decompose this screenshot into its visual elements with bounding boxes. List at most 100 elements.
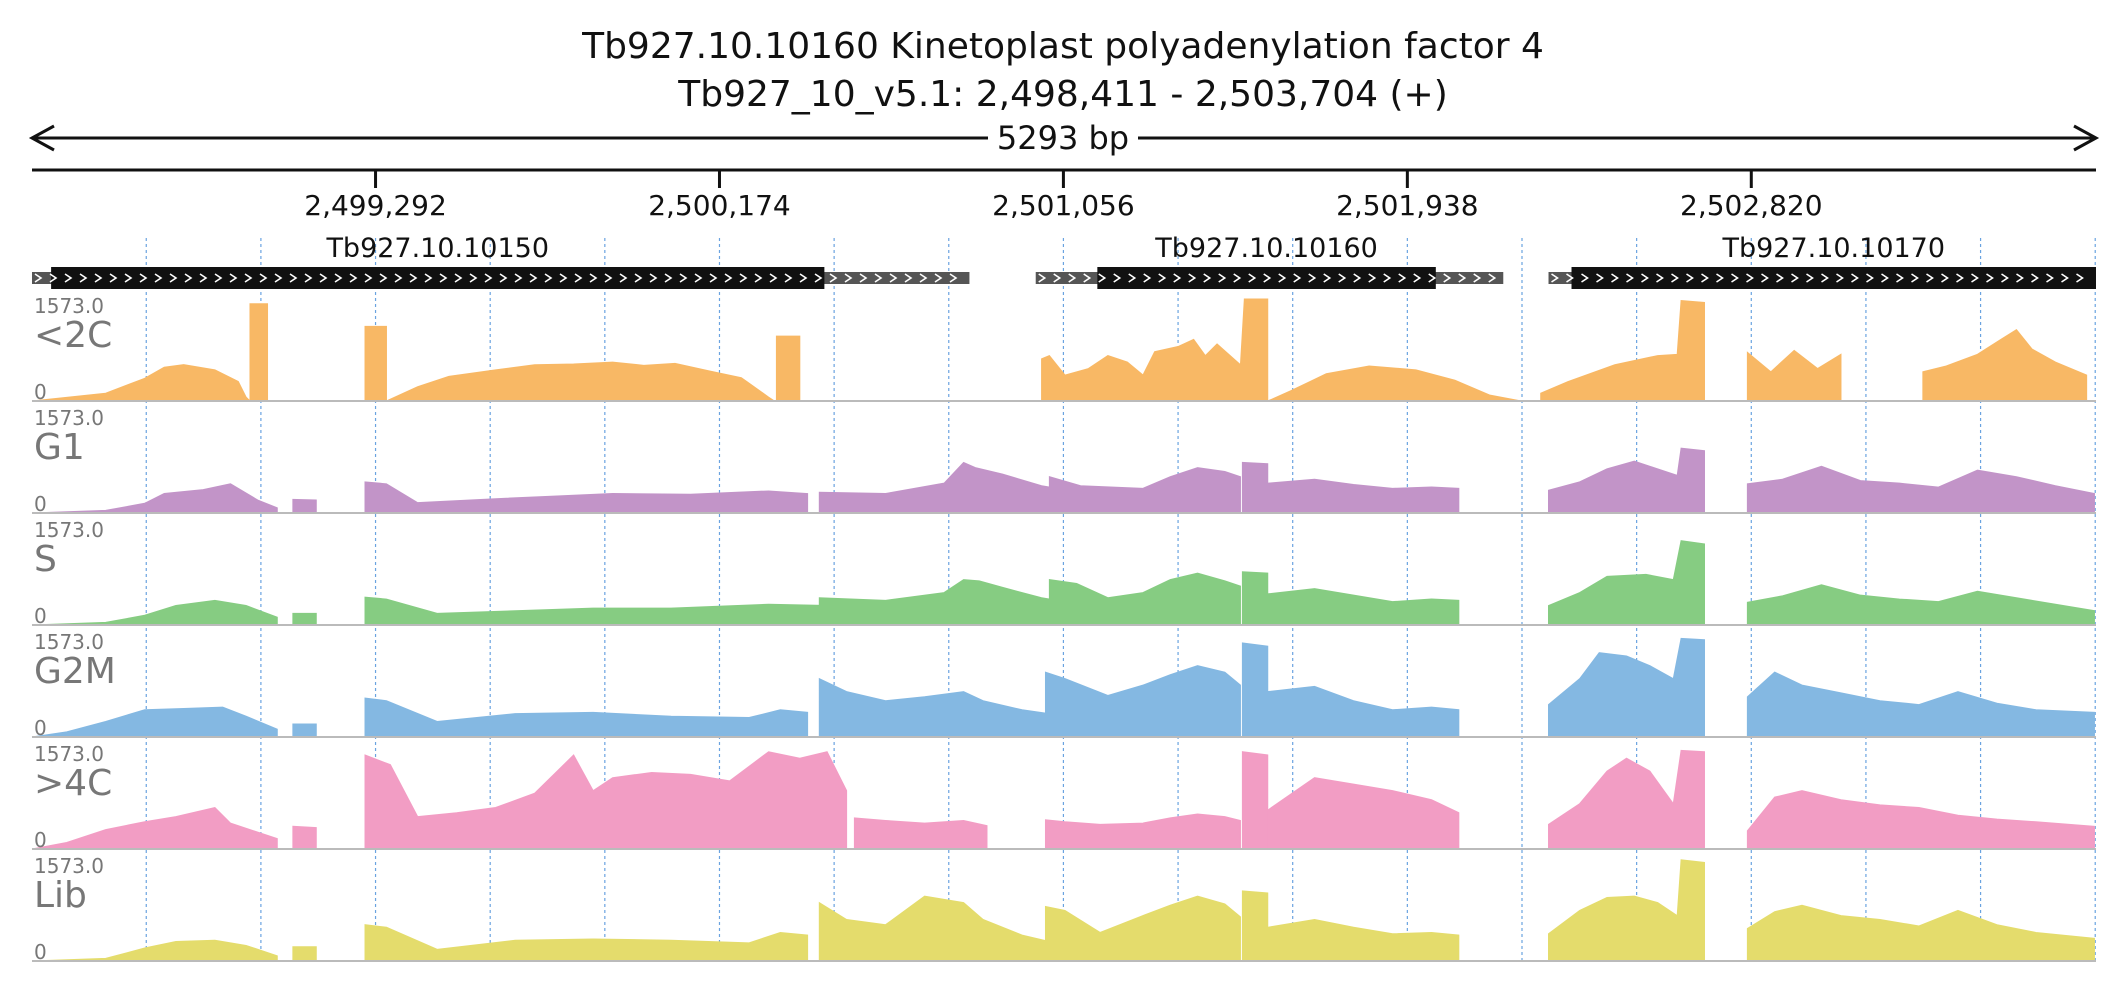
strand-chevron [1926, 273, 1934, 283]
strand-chevron [664, 273, 673, 283]
strand-chevron [1686, 273, 1694, 283]
strand-chevron [454, 273, 463, 283]
coverage-area [292, 723, 317, 738]
gene-cds-bar [1571, 267, 2096, 289]
strand-chevron [1956, 273, 1964, 283]
coverage-area [1746, 904, 2095, 962]
strand-chevron [1488, 273, 1497, 283]
coverage-area [1548, 859, 1705, 962]
coverage-area [31, 483, 278, 514]
strand-chevron [484, 273, 493, 283]
strand-chevron [679, 273, 688, 283]
strand-chevron [574, 273, 583, 283]
strand-chevron [1158, 273, 1167, 283]
strand-chevron [559, 273, 568, 283]
strand-chevron [1428, 273, 1437, 283]
coverage-track: 1573.0 0 G2M [31, 630, 2096, 740]
strand-chevron [1083, 273, 1092, 283]
axis-ticks: 2,499,292 2,500,174 2,501,056 2,501,938 2,50… [304, 170, 1823, 222]
track-max-label: 1573.0 [34, 742, 104, 766]
strand-chevron [1881, 273, 1889, 283]
coverage-area [364, 697, 809, 738]
axis-tick-label: 2,502,820 [1680, 189, 1823, 222]
coverage-area [1746, 671, 2095, 738]
coverage-area [1746, 790, 2095, 850]
track-max-label: 1573.0 [34, 518, 104, 542]
coverage-area [1746, 349, 1842, 402]
chart-title: Tb927.10.10160 Kinetoplast polyadenylati… [581, 26, 1544, 67]
track-max-label: 1573.0 [34, 854, 104, 878]
strand-chevron [829, 273, 838, 283]
coverage-area [1241, 890, 1269, 962]
strand-chevron [49, 273, 58, 283]
coverage-area [292, 612, 317, 626]
strand-chevron [94, 273, 103, 283]
strand-chevron [289, 273, 298, 283]
coverage-area [31, 939, 278, 962]
coverage-track: 1573.0 0 S [31, 518, 2096, 628]
gene-models: Tb927.10.10150 Tb927.10.10160 Tb927.10.101… [32, 233, 2096, 289]
strand-chevron [1746, 273, 1754, 283]
strand-chevron [169, 273, 178, 283]
strand-chevron [439, 273, 448, 283]
strand-chevron [34, 273, 43, 283]
track-name-label: S [34, 539, 57, 580]
coverage-area [1746, 465, 2095, 514]
strand-chevron [394, 273, 403, 283]
coverage-area [1548, 540, 1705, 626]
coverage-area [818, 677, 1050, 738]
coverage-area [364, 751, 848, 850]
coverage-area [818, 579, 1066, 626]
gene-model: Tb927.10.10160 [1035, 233, 1504, 289]
strand-chevron [1941, 273, 1949, 283]
coverage-area [1044, 813, 1241, 850]
coverage-area [1241, 642, 1269, 738]
gene-label: Tb927.10.10160 [1154, 233, 1378, 264]
strand-chevron [619, 273, 628, 283]
strand-chevron [1806, 273, 1814, 283]
strand-chevron [79, 273, 88, 283]
coverage-area [1044, 665, 1241, 738]
strand-chevron [514, 273, 523, 283]
coverage-area [386, 361, 777, 402]
strand-chevron [1398, 273, 1407, 283]
strand-chevron [724, 273, 733, 283]
coverage-area [1267, 478, 1460, 514]
span-arrow-left-head [28, 124, 55, 152]
strand-chevron [904, 273, 913, 283]
gene-cds-bar [1097, 267, 1436, 289]
strand-chevron [1851, 273, 1859, 283]
strand-chevron [1233, 273, 1242, 283]
coverage-area [364, 481, 809, 514]
strand-chevron [1701, 273, 1709, 283]
track-name-label: Lib [34, 875, 87, 916]
strand-chevron [1068, 273, 1077, 283]
strand-chevron [214, 273, 223, 283]
strand-chevron [1716, 273, 1724, 283]
coverage-area [31, 599, 278, 626]
span-arrow: 5293 bp [28, 119, 2100, 157]
strand-chevron [1656, 273, 1664, 283]
strand-chevron [1551, 273, 1559, 283]
track-zero-label: 0 [34, 828, 47, 852]
strand-chevron [1413, 273, 1422, 283]
gene-label: Tb927.10.10150 [325, 233, 549, 264]
strand-chevron [604, 273, 613, 283]
strand-chevron [1896, 273, 1904, 283]
axis-tick-label: 2,500,174 [648, 189, 791, 222]
coverage-area [1540, 299, 1705, 402]
strand-chevron [1173, 273, 1182, 283]
axis-tick-label: 2,499,292 [304, 189, 447, 222]
coverage-area [1267, 365, 1522, 402]
strand-chevron [844, 273, 853, 283]
strand-chevron [1971, 273, 1979, 283]
strand-chevron [1383, 273, 1392, 283]
strand-chevron [1323, 273, 1332, 283]
coverage-area [1241, 461, 1269, 514]
strand-chevron [769, 273, 778, 283]
strand-chevron [919, 273, 928, 283]
coverage-area [292, 946, 317, 962]
strand-chevron [529, 273, 538, 283]
axis-tick-label: 2,501,056 [992, 189, 1135, 222]
